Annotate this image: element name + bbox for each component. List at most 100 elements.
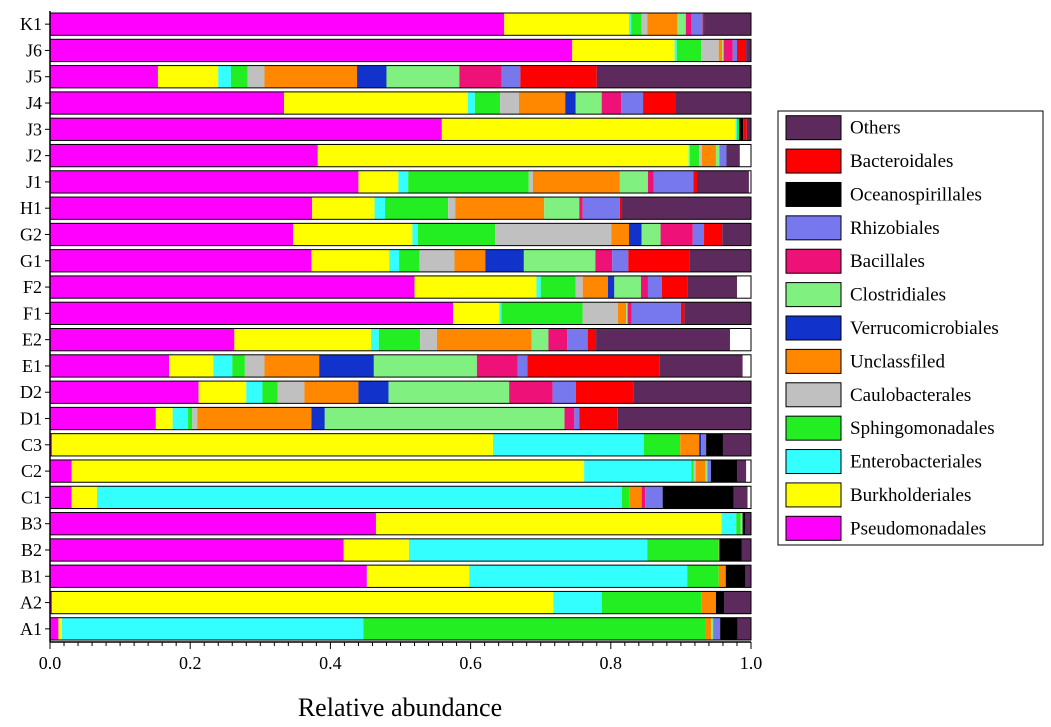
bar-segment-J5-8 bbox=[386, 65, 460, 88]
bar-segment-F2-4 bbox=[540, 275, 576, 299]
bar-segment-J1-9 bbox=[647, 170, 654, 194]
bar-segment-H1-3 bbox=[374, 197, 386, 220]
bar-segment-C3-2 bbox=[52, 433, 494, 456]
bar-segment-D1-3 bbox=[172, 407, 189, 430]
category-label-B3: B3 bbox=[21, 514, 42, 534]
bar-segment-A2-13 bbox=[724, 591, 751, 614]
legend-swatch bbox=[785, 181, 842, 207]
bar-segment-G2-2 bbox=[293, 223, 413, 246]
bar-segment-A1-13 bbox=[737, 617, 751, 640]
bar-segment-G1-9 bbox=[595, 249, 613, 272]
bar-segment-J6-2 bbox=[572, 39, 675, 62]
bar-segment-J6-4 bbox=[676, 39, 702, 62]
bar-segment-H1-12 bbox=[619, 197, 623, 220]
bar-segment-F2-6 bbox=[582, 275, 608, 299]
bar-segment-A2-2 bbox=[52, 591, 554, 614]
bar-segment-H1-4 bbox=[385, 197, 449, 220]
bar-segment-E1-5 bbox=[244, 354, 265, 378]
bar-segment-K1-9 bbox=[685, 13, 692, 36]
bar-segment-J5-7 bbox=[357, 65, 387, 88]
bar-segment-J2-8 bbox=[715, 144, 720, 167]
category-label-J4: J4 bbox=[26, 93, 42, 113]
bar-segment-E2-4 bbox=[378, 328, 421, 351]
category-label-C3: C3 bbox=[21, 435, 42, 455]
bar-segment-J1-1 bbox=[50, 170, 359, 194]
bar-segment-F2-10 bbox=[647, 275, 662, 299]
bar-segment-A1-2 bbox=[58, 617, 62, 640]
bar-segment-J2-10 bbox=[719, 144, 727, 167]
bar-segment-J4-4 bbox=[474, 91, 501, 115]
x-tick-label: 0.0 bbox=[39, 653, 62, 673]
bar-segment-D2-13 bbox=[633, 381, 751, 404]
x-axis-title: Relative abundance bbox=[298, 693, 502, 722]
bar-segment-J5-1 bbox=[50, 65, 158, 88]
bar-segment-E1-1 bbox=[50, 354, 170, 378]
legend-label: Pseudomonadales bbox=[850, 518, 986, 539]
bar-segment-C3-13 bbox=[722, 433, 751, 456]
bar-segment-C1-6 bbox=[629, 486, 642, 509]
bar-segment-C1-3 bbox=[96, 486, 623, 509]
bar-segment-B1-3 bbox=[469, 565, 688, 588]
category-label-E2: E2 bbox=[22, 330, 42, 350]
bar-segment-G1-10 bbox=[612, 249, 629, 272]
bar-segment-C1-10 bbox=[645, 486, 663, 509]
bar-segment-J2-4 bbox=[690, 144, 700, 167]
bar-segment-C1-4 bbox=[622, 486, 630, 509]
category-label-A1: A1 bbox=[20, 619, 42, 639]
bar-segment-H1-2 bbox=[312, 197, 375, 220]
x-tick-label: 0.4 bbox=[319, 653, 342, 673]
bar-segment-F2-7 bbox=[607, 275, 615, 299]
x-tick-label: 0.2 bbox=[179, 653, 202, 673]
bar-segment-B3-3 bbox=[721, 512, 737, 535]
bar-segment-B1-4 bbox=[687, 565, 719, 588]
bar-segment-G1-7 bbox=[485, 249, 524, 272]
bar-segment-D1-9 bbox=[564, 407, 575, 430]
legend-label: Others bbox=[850, 118, 901, 139]
bar-segment-J5-13 bbox=[596, 65, 751, 88]
bar-segment-F2-12 bbox=[661, 275, 688, 299]
bar-segment-G1-8 bbox=[523, 249, 596, 272]
bar-segment-F1-6 bbox=[617, 302, 627, 325]
legend-label: Verrucomicrobiales bbox=[850, 318, 999, 339]
bar-segment-K1-13 bbox=[704, 13, 751, 36]
bar-segment-J4-13 bbox=[675, 91, 751, 115]
bar-segment-J6-10 bbox=[732, 39, 737, 62]
category-label-A2: A2 bbox=[20, 593, 42, 613]
bar-segment-D2-2 bbox=[198, 381, 247, 404]
category-label-B1: B1 bbox=[21, 566, 42, 586]
legend-label: Unclassfiled bbox=[850, 351, 945, 372]
bar-segment-G2-9 bbox=[660, 223, 693, 246]
bar-segment-A2-6 bbox=[701, 591, 716, 614]
bar-segment-G1-4 bbox=[399, 249, 420, 272]
bar-segment-D1-10 bbox=[574, 407, 580, 430]
bar-segment-C3-4 bbox=[643, 433, 681, 456]
bar-segment-D2-10 bbox=[552, 381, 576, 404]
bar-segment-J2-13 bbox=[726, 144, 740, 167]
bar-segment-K1-2 bbox=[504, 13, 630, 36]
bar-segment-K1-10 bbox=[691, 13, 703, 36]
bar-segment-F1-8 bbox=[626, 302, 628, 325]
bar-segment-C3-7 bbox=[699, 433, 702, 456]
bar-segment-A1-3 bbox=[61, 617, 364, 640]
bar-segment-K1-6 bbox=[647, 13, 678, 36]
category-label-C1: C1 bbox=[21, 487, 42, 507]
bar-segment-J5-10 bbox=[501, 65, 521, 88]
bar-segment-J4-12 bbox=[643, 91, 676, 115]
bar-segment-K1-4 bbox=[631, 13, 642, 36]
bar-segment-G2-1 bbox=[50, 223, 294, 246]
bar-segment-G1-6 bbox=[454, 249, 486, 272]
bar-segment-A2-4 bbox=[601, 591, 702, 614]
bar-segment-D2-6 bbox=[304, 381, 359, 404]
bar-segment-F2-9 bbox=[640, 275, 648, 299]
bar-segment-C2-10 bbox=[707, 459, 712, 483]
category-label-J6: J6 bbox=[26, 40, 42, 60]
bar-segment-D1-8 bbox=[324, 407, 565, 430]
legend-label: Bacillales bbox=[850, 251, 925, 272]
bar-segment-D1-6 bbox=[197, 407, 312, 430]
bar-segment-F1-1 bbox=[50, 302, 454, 325]
bar-segment-D1-2 bbox=[155, 407, 173, 430]
bar-segment-B2-11 bbox=[719, 538, 742, 562]
bar-segment-J4-5 bbox=[500, 91, 519, 115]
bar-segment-G1-3 bbox=[389, 249, 400, 272]
bar-segment-F2-3 bbox=[536, 275, 541, 299]
